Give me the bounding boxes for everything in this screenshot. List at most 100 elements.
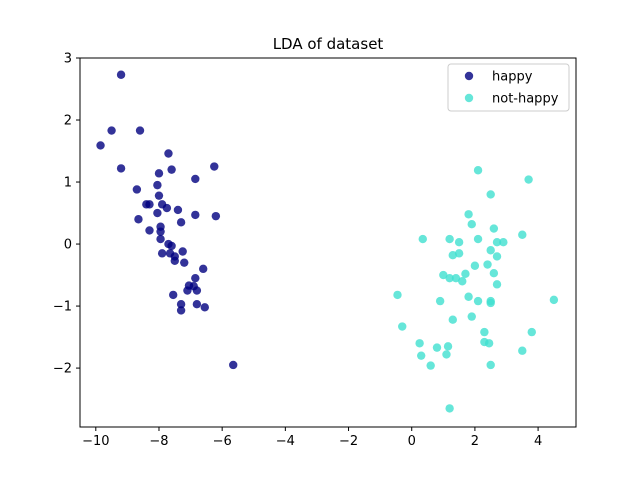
data-point-happy-45 [176,306,186,315]
data-point-happy-5 [164,149,173,158]
data-point-happy-35 [199,264,208,274]
y-tick-label: −2 [53,362,72,377]
points-layer [96,70,559,413]
x-tick-label: −4 [276,434,295,449]
x-tick-label: −2 [339,434,358,449]
data-point-not-happy-28 [435,296,445,306]
data-point-not-happy-18 [483,260,492,269]
data-point-not-happy-48 [445,404,454,413]
data-point-not-happy-6 [418,234,427,244]
data-point-happy-41 [169,290,178,300]
data-point-happy-20 [211,211,221,221]
chart-title: LDA of dataset [273,35,384,53]
data-point-happy-40 [191,273,200,283]
data-point-not-happy-7 [445,234,454,244]
data-point-not-happy-32 [486,296,495,306]
data-point-happy-26 [156,234,165,244]
data-point-not-happy-25 [492,280,502,289]
data-point-happy-22 [176,218,186,227]
data-point-happy-17 [173,205,183,215]
data-point-not-happy-44 [518,346,527,355]
data-point-not-happy-3 [464,210,473,219]
legend-marker-not-happy [464,93,474,103]
x-tick-label: −6 [213,434,232,449]
data-point-not-happy-12 [518,230,527,239]
data-point-not-happy-41 [432,343,442,352]
data-point-happy-28 [167,241,176,251]
data-point-not-happy-46 [426,361,435,370]
data-point-happy-29 [178,247,187,256]
data-point-happy-7 [154,169,164,178]
data-point-not-happy-14 [454,249,464,258]
data-point-happy-19 [191,210,200,220]
data-point-not-happy-34 [448,315,457,324]
data-point-happy-12 [154,191,164,200]
data-point-not-happy-38 [415,339,424,348]
data-point-not-happy-40 [484,339,494,348]
y-axis-ticks: −2 −1 0 1 2 3 [53,52,80,377]
data-point-not-happy-8 [454,237,464,247]
data-point-not-happy-47 [486,360,495,370]
data-point-not-happy-15 [448,251,457,260]
data-point-not-happy-37 [527,327,536,337]
data-point-happy-10 [132,185,142,194]
legend-label-not-happy: not-happy [492,92,559,107]
plot-area-frame [79,57,577,428]
data-point-happy-42 [192,300,202,309]
data-point-happy-2 [135,126,145,135]
y-tick-label: 0 [64,238,72,253]
data-point-not-happy-13 [486,246,495,255]
data-point-not-happy-4 [467,220,476,229]
legend-marker-happy [464,71,474,81]
x-tick-label: 2 [471,434,479,449]
data-point-happy-6 [167,165,176,174]
data-point-not-happy-21 [439,270,448,280]
data-point-happy-25 [156,227,165,236]
data-point-happy-16 [162,203,172,213]
data-point-happy-18 [153,208,162,218]
legend-label-happy: happy [492,70,533,85]
data-point-happy-9 [191,174,200,184]
data-point-happy-11 [153,180,162,190]
data-point-not-happy-2 [486,190,495,199]
data-point-not-happy-5 [489,224,499,233]
data-point-not-happy-29 [473,296,483,306]
data-point-not-happy-26 [393,290,402,300]
data-point-not-happy-27 [464,292,473,301]
data-point-not-happy-11 [499,237,508,247]
data-point-not-happy-42 [443,342,453,351]
data-point-happy-39 [192,286,202,295]
legend-entries: happy not-happy [464,70,559,107]
data-point-not-happy-16 [492,252,502,261]
data-point-happy-24 [145,226,154,235]
legend: happy not-happy [447,63,570,112]
data-point-happy-38 [183,286,192,295]
data-point-happy-21 [134,215,143,224]
x-axis-ticks: −10 −8 −6 −4 −2 0 2 4 [82,427,542,449]
y-tick-label: 2 [64,114,72,129]
data-point-happy-0 [116,70,126,79]
y-tick-label: 1 [64,176,72,191]
x-tick-label: −8 [149,434,168,449]
data-point-not-happy-10 [492,237,502,247]
data-point-happy-46 [229,360,238,370]
data-point-not-happy-19 [489,269,499,278]
data-point-happy-34 [180,258,189,267]
data-point-happy-30 [157,249,167,258]
data-point-happy-4 [116,164,126,173]
y-tick-label: 3 [64,52,72,67]
data-point-not-happy-1 [524,175,533,184]
data-point-not-happy-0 [473,166,483,175]
data-point-not-happy-22 [445,273,454,283]
data-point-happy-1 [107,126,116,135]
data-point-not-happy-24 [458,277,467,286]
data-point-not-happy-31 [549,295,559,305]
data-point-not-happy-33 [467,312,476,321]
data-point-happy-14 [145,200,154,209]
data-point-not-happy-17 [470,261,480,270]
y-tick-label: −1 [53,300,72,315]
legend-box [447,63,570,112]
data-point-happy-3 [96,141,105,150]
data-point-happy-33 [170,256,179,265]
